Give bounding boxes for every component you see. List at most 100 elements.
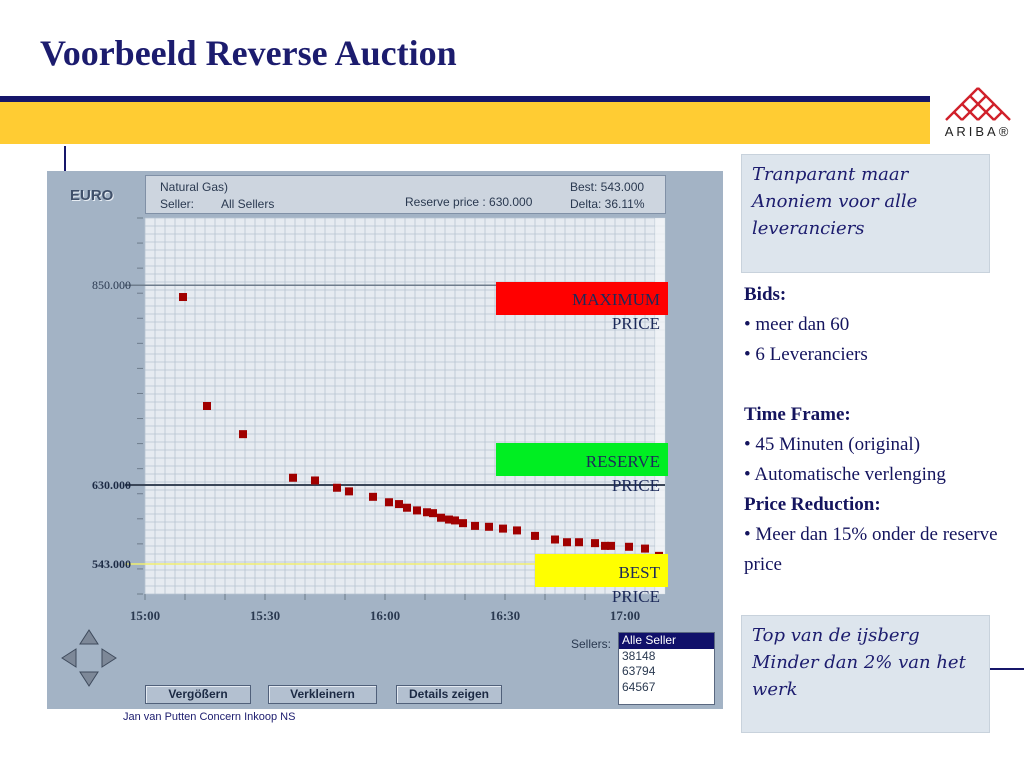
auction-facts: Bids: • meer dan 60 • 6 Leveranciers Tim… [744,280,1024,580]
reserve-price-line2: PRICE [611,476,660,495]
maximum-price-line1: MAXIMUM [572,290,660,309]
slide-title: Voorbeeld Reverse Auction [40,33,457,73]
header-band [0,102,930,144]
best-price-tag: BEST PRICE [535,561,660,609]
accent-rule-right [990,668,1024,670]
sellers-label: Sellers: [571,637,612,651]
bid-point [551,535,559,544]
bids-item-2-text: 6 Leveranciers [755,344,868,365]
bid-point [239,430,247,439]
best-price-swatch [535,554,668,587]
bids-item-2: • 6 Leveranciers [744,344,868,365]
bid-point [345,487,353,496]
x-tick-label: 15:00 [130,608,160,623]
price-reduction-heading: Price Reduction: [744,494,881,515]
sellers-list-item[interactable]: 63794 [622,664,656,678]
currency-label: EURO [70,187,114,204]
bid-point [451,516,459,525]
y-tick-label: 543.000 [92,557,131,571]
pan-down-icon[interactable] [79,671,99,687]
sellers-list-item[interactable]: Alle Seller [619,633,714,649]
bid-point [437,513,445,522]
commodity-label: Natural Gas) [160,180,229,194]
bid-point [403,503,411,512]
zoom-out-button[interactable]: Verkleinern [268,685,377,704]
ariba-logo-icon [945,87,1011,121]
bid-point [591,539,599,548]
footer-credit: Jan van Putten Concern Inkoop NS [123,711,296,723]
plot-edge-shade [655,218,665,594]
x-tick-label: 16:30 [490,608,520,623]
auction-info-box: Natural Gas) Seller: All Sellers Reserve… [145,175,666,214]
x-tick-label: 16:00 [370,608,400,623]
bid-point [413,506,421,515]
maximum-price-line2: PRICE [611,314,660,333]
bid-point [471,521,479,530]
bid-point [203,402,211,410]
bid-point [445,515,453,524]
bid-point [625,542,633,551]
price-reduction-item-1: • Meer dan 15% onder de reserve price [744,524,998,575]
details-button[interactable]: Details zeigen [396,685,502,704]
time-frame-item-1: • 45 Minuten (original) [744,434,921,455]
y-tick-label: 850.000 [92,278,131,292]
y-tick-label: 630.000 [92,478,131,492]
pan-up-icon[interactable] [79,629,99,645]
sellers-listbox[interactable]: Alle Seller 38148 63794 64567 [618,632,715,705]
bid-point [333,483,341,492]
reserve-price-line1: RESERVE [585,452,660,471]
bid-point [563,538,571,547]
reserve-price-tag: RESERVE PRICE [496,450,660,498]
seller-label: Seller: [160,197,195,211]
best-price-line1: BEST [618,563,660,582]
bid-point [531,531,539,540]
callout-iceberg: Top van de ijsberg Minder dan 2% van het… [741,615,990,733]
bids-item-1-text: meer dan 60 [755,314,850,335]
bids-heading: Bids: [744,284,787,305]
bid-point [607,541,615,550]
time-frame-heading: Time Frame: [744,404,851,425]
maximum-price-swatch [496,282,668,315]
sellers-list-item[interactable]: 38148 [622,648,656,663]
pan-right-icon[interactable] [101,648,117,668]
header-rule [0,96,930,102]
sellers-list-item[interactable]: 64567 [622,679,656,694]
reserve-price-swatch [496,443,668,476]
best-price-text: Best: 543.000 [570,180,645,194]
bid-point [289,473,297,482]
bid-point [311,476,319,485]
bid-point [513,526,521,535]
time-frame-item-2-text: Automatische verlenging [754,464,946,485]
bid-point [641,544,649,553]
bid-point [385,498,393,507]
bid-point [423,508,431,517]
reserve-price-text: Reserve price : 630.000 [405,195,533,209]
time-frame-item-2: • Automatische verlenging [744,464,946,485]
price-reduction-item-1-text: Meer dan 15% onder de reserve price [744,524,998,575]
time-frame-item-1-text: 45 Minuten (original) [755,434,921,455]
bid-point [575,538,583,547]
pan-left-icon[interactable] [61,648,77,668]
spacer [744,370,1024,400]
delta-text: Delta: 36.11% [570,197,645,211]
accent-rule-vertical [64,146,66,172]
bid-point [485,522,493,531]
bid-point [429,509,437,518]
bid-point [369,492,377,501]
maximum-price-tag: MAXIMUM PRICE [496,288,660,336]
ariba-logo: ARIBA® [932,82,1024,148]
bid-point [179,293,187,302]
bid-point [499,524,507,533]
x-tick-label: 17:00 [610,608,640,623]
bid-point [395,500,403,509]
ariba-logo-text: ARIBA® [944,124,1012,139]
seller-value: All Sellers [221,197,275,211]
bids-item-1: • meer dan 60 [744,314,850,335]
pan-navigator [61,629,117,687]
bid-point [601,541,609,550]
bid-point [459,519,467,528]
callout-transparency: Tranparant maar Anoniem voor alle levera… [741,154,990,273]
zoom-in-button[interactable]: Vergößern [145,685,251,704]
best-price-line2: PRICE [611,587,660,606]
